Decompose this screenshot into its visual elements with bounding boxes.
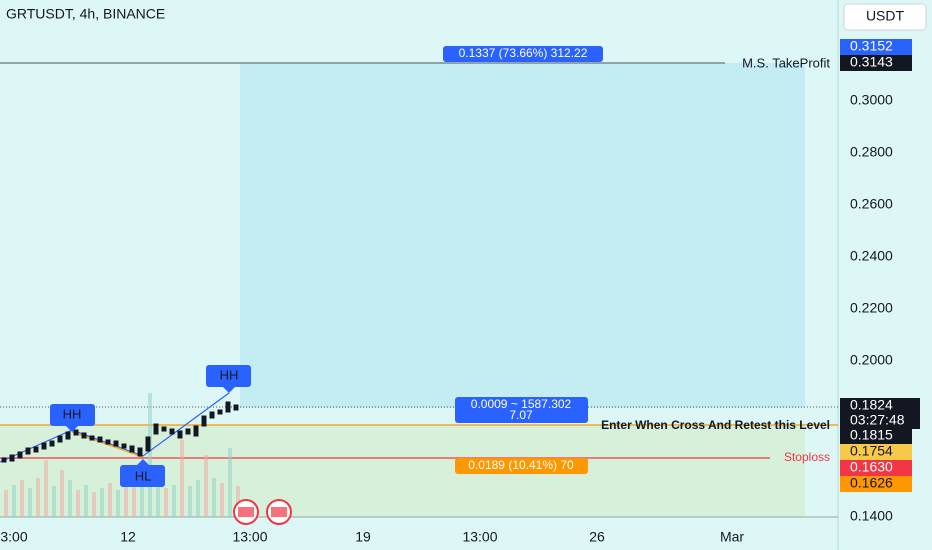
pivot-pointer: [66, 426, 78, 432]
tag-box: [840, 55, 912, 71]
tag-box: [840, 476, 912, 492]
time-label: 13:00: [232, 529, 267, 545]
stoploss-label: Stoploss: [784, 450, 830, 464]
price-tag: 0.1754: [850, 443, 893, 459]
stop-text: 0.0189 (10.41%) 70: [468, 458, 574, 472]
countdown: 03:27:48: [850, 412, 905, 428]
price-tag: 0.1630: [850, 459, 893, 475]
entry-box: [455, 397, 588, 423]
pivot-box: [206, 365, 251, 387]
time-label: 3:00: [0, 529, 27, 545]
price-axis-labels: 0.3000 0.2800 0.2600 0.2400 0.2200 0.200…: [850, 92, 893, 524]
stop-box: [455, 458, 588, 474]
tag-box: [840, 398, 920, 429]
entry-text: 0.0009 ~ 1587.302: [471, 397, 572, 411]
price-tag: 0.3152: [850, 38, 893, 54]
price-label: 0.1400: [850, 508, 893, 524]
pivot-box: [120, 465, 165, 487]
target-box: [443, 46, 603, 62]
symbol-title: GRTUSDT, 4h, BINANCE: [6, 6, 165, 22]
price-label: 0.2400: [850, 248, 893, 264]
candles: [1, 401, 239, 463]
target-text: 0.1337 (73.66%) 312.22: [459, 46, 588, 60]
time-label: 26: [589, 529, 605, 545]
profit-zone: [240, 63, 805, 408]
entry-text: 7.07: [509, 408, 533, 422]
pivot-pointer: [223, 387, 235, 393]
pivot-pointer: [137, 459, 149, 465]
time-label: Mar: [720, 529, 744, 545]
price-tag: 0.1626: [850, 475, 893, 491]
pivot-label: HH: [220, 367, 239, 382]
time-axis: 3:00 12 13:00 19 13:00 26 Mar: [0, 529, 744, 545]
tag-box: [840, 39, 912, 55]
price-label: 0.2800: [850, 144, 893, 160]
price-tags: 0.3152 0.3143 0.1824 03:27:48 0.1815 0.1…: [840, 38, 920, 492]
price-label: 0.2000: [850, 352, 893, 368]
takeprofit-label: M.S. TakeProfit: [742, 55, 830, 70]
pivot-box: [50, 404, 95, 426]
flag-icon: [238, 507, 254, 517]
currency-button[interactable]: [843, 3, 927, 31]
currency-button-label[interactable]: USDT: [866, 8, 905, 24]
pivot-label: HH: [63, 406, 82, 421]
time-label: 19: [355, 529, 371, 545]
price-label: 0.2200: [850, 300, 893, 316]
price-tag: 0.3143: [850, 54, 893, 70]
entry-note: Enter When Cross And Retest this Level: [601, 418, 830, 432]
pivot-label: HL: [135, 468, 152, 483]
price-tag: 0.1824: [850, 397, 893, 413]
tag-box: [840, 444, 912, 460]
time-label: 12: [120, 529, 136, 545]
tag-box: [840, 460, 912, 476]
flag-icon: [271, 507, 287, 517]
tag-box: [840, 428, 912, 444]
price-label: 0.3000: [850, 92, 893, 108]
volume-bars: [4, 393, 240, 517]
pivot-labels: HH HH HL: [50, 365, 251, 487]
price-label: 0.2600: [850, 196, 893, 212]
time-label: 13:00: [462, 529, 497, 545]
price-tag: 0.1815: [850, 427, 893, 443]
event-flags[interactable]: [233, 499, 292, 525]
